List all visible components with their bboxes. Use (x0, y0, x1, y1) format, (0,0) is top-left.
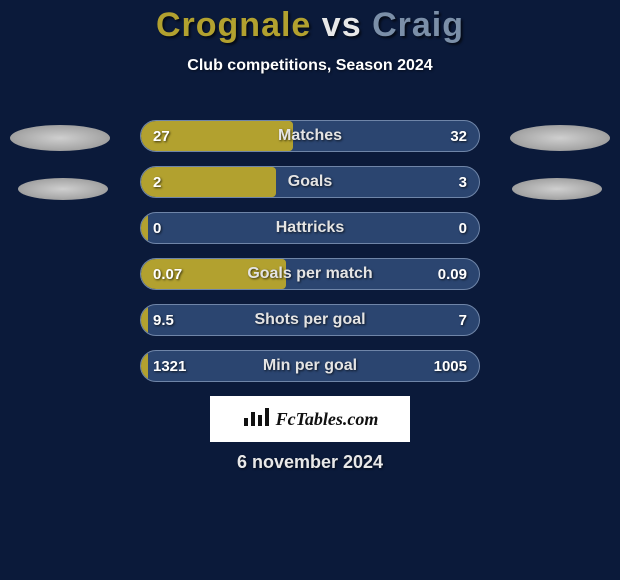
stat-label: Shots per goal (141, 305, 479, 335)
player1-platform-upper (10, 125, 110, 151)
stat-row-shots-per-goal: 9.5 Shots per goal 7 (140, 304, 480, 336)
source-badge: FcTables.com (210, 396, 410, 442)
stat-right-value: 3 (459, 167, 467, 197)
stat-label: Goals (141, 167, 479, 197)
player2-platform-upper (510, 125, 610, 151)
stat-row-goals-per-match: 0.07 Goals per match 0.09 (140, 258, 480, 290)
player1-name: Crognale (156, 6, 311, 44)
stat-right-value: 32 (450, 121, 467, 151)
stat-label: Goals per match (141, 259, 479, 289)
stat-right-value: 0 (459, 213, 467, 243)
comparison-title: Crognale vs Craig (0, 0, 620, 45)
stats-bars: 27 Matches 32 2 Goals 3 0 Hattricks 0 0.… (140, 120, 480, 396)
source-badge-text: FcTables.com (276, 409, 379, 430)
stat-row-matches: 27 Matches 32 (140, 120, 480, 152)
stat-label: Matches (141, 121, 479, 151)
stat-right-value: 7 (459, 305, 467, 335)
player2-name: Craig (372, 6, 464, 44)
stat-row-goals: 2 Goals 3 (140, 166, 480, 198)
player1-platform-lower (18, 178, 108, 200)
stat-row-min-per-goal: 1321 Min per goal 1005 (140, 350, 480, 382)
stat-label: Hattricks (141, 213, 479, 243)
stat-row-hattricks: 0 Hattricks 0 (140, 212, 480, 244)
subtitle: Club competitions, Season 2024 (0, 57, 620, 75)
barchart-icon (242, 406, 270, 433)
date-text: 6 november 2024 (0, 452, 620, 473)
player2-platform-lower (512, 178, 602, 200)
stat-right-value: 1005 (434, 351, 467, 381)
stat-label: Min per goal (141, 351, 479, 381)
stat-right-value: 0.09 (438, 259, 467, 289)
vs-text: vs (322, 6, 362, 44)
